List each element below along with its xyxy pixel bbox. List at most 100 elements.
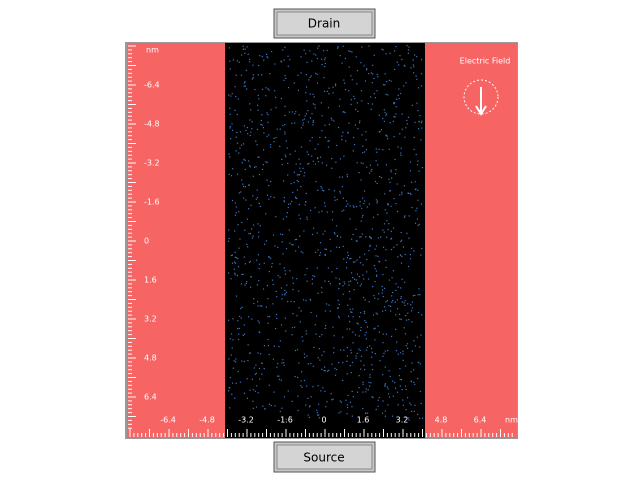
particle (257, 392, 259, 394)
particle (247, 184, 250, 186)
particle (366, 206, 368, 208)
particle (375, 408, 377, 411)
particle (291, 200, 293, 202)
particle (292, 313, 294, 315)
particle (419, 294, 421, 296)
particle (406, 343, 409, 345)
particle (407, 52, 409, 54)
particle (365, 388, 367, 390)
particle (369, 244, 371, 246)
particle (316, 267, 318, 269)
particle (410, 304, 412, 306)
particle (262, 149, 265, 151)
particle (411, 206, 413, 209)
particle (343, 258, 345, 260)
particle (350, 75, 352, 77)
particle (417, 87, 420, 89)
particle (241, 273, 243, 276)
particle (314, 207, 316, 209)
particle (378, 396, 380, 399)
particle (236, 131, 238, 134)
particle (248, 61, 251, 63)
particle (333, 352, 335, 354)
drain-button[interactable]: Drain (273, 8, 376, 39)
particle (376, 151, 378, 153)
particle (273, 141, 275, 143)
right-electrode (425, 43, 517, 438)
particle (384, 84, 386, 86)
particle (316, 82, 319, 84)
particle (402, 350, 404, 352)
particle (258, 331, 260, 333)
particle (295, 250, 297, 252)
particle (404, 300, 406, 302)
particle (314, 163, 316, 165)
particle (267, 113, 269, 116)
particle (360, 355, 363, 357)
particle (366, 271, 368, 273)
particle (380, 236, 382, 238)
particle (412, 64, 414, 66)
particle (350, 103, 352, 106)
particle (328, 280, 330, 283)
particle (270, 196, 272, 198)
particle (373, 54, 375, 56)
particle (350, 280, 352, 282)
particle (249, 352, 251, 355)
particle (348, 284, 350, 286)
particle (407, 192, 410, 195)
particle (357, 323, 359, 325)
particle (371, 396, 373, 398)
particle (304, 356, 306, 359)
particle (230, 254, 233, 257)
particle (281, 294, 283, 296)
particle (272, 303, 274, 305)
particle (395, 106, 397, 108)
particle (284, 133, 286, 135)
particle (381, 412, 384, 414)
particle (324, 59, 326, 61)
particle (257, 223, 259, 225)
particle (229, 113, 231, 115)
particle (356, 102, 358, 104)
particle (311, 283, 314, 285)
particle (285, 248, 288, 250)
button-label: Drain (308, 17, 340, 31)
particle (421, 314, 423, 316)
particle (383, 306, 386, 308)
particle (370, 96, 372, 98)
particle (346, 406, 349, 409)
particle (406, 397, 409, 399)
particle (394, 387, 397, 389)
particle (306, 280, 308, 282)
particle (300, 310, 302, 312)
particle (230, 278, 232, 280)
particle (259, 225, 261, 227)
particle (386, 236, 388, 238)
particle (246, 243, 248, 245)
particle (362, 391, 364, 393)
particle (234, 262, 237, 264)
field-label: Electric Field (460, 57, 511, 66)
particle (336, 235, 339, 237)
particle (319, 252, 322, 254)
source-button[interactable]: Source (273, 441, 376, 473)
particle (347, 132, 349, 134)
particle (334, 199, 336, 201)
particle (263, 262, 265, 264)
particle (311, 113, 313, 115)
particle (240, 54, 243, 56)
particle (375, 312, 377, 314)
particle (323, 366, 326, 368)
particle (393, 197, 395, 200)
particle (361, 46, 363, 48)
particle (359, 201, 361, 203)
particle (383, 287, 386, 289)
particle (372, 314, 375, 316)
particle (373, 77, 375, 80)
particle (360, 329, 362, 332)
particle (338, 315, 340, 317)
particle (382, 355, 384, 358)
particle (247, 133, 249, 135)
